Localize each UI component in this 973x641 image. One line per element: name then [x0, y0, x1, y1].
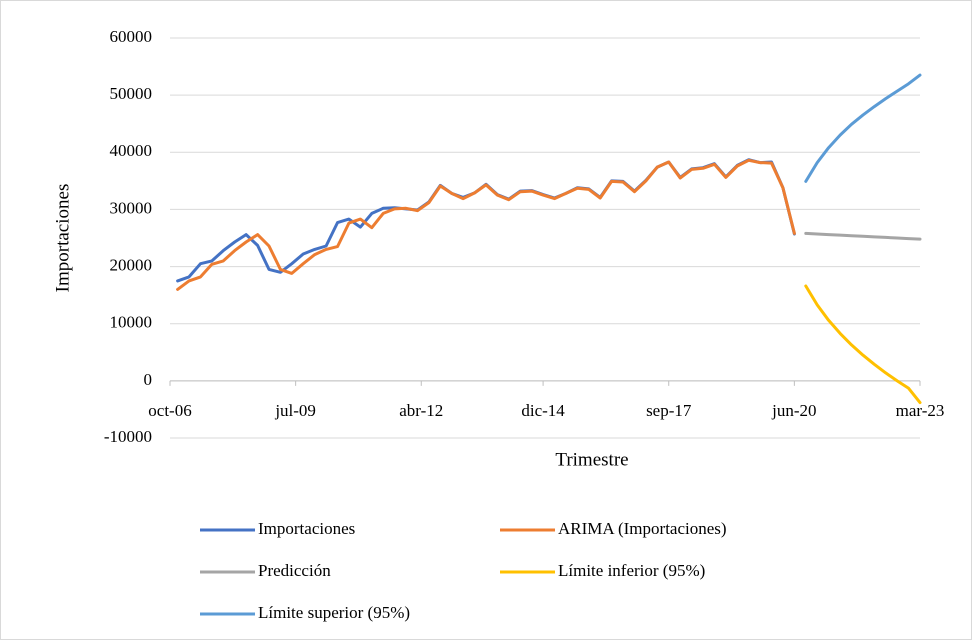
y-tick-label: -10000: [104, 427, 152, 446]
legend-label: ARIMA (Importaciones): [558, 519, 727, 538]
series-line: [804, 284, 922, 405]
x-tick-label: jun-20: [771, 401, 816, 420]
legend-label: Límite inferior (95%): [558, 561, 705, 580]
x-tick-label: oct-06: [148, 401, 191, 420]
y-tick-label: 30000: [110, 198, 153, 217]
legend-label: Importaciones: [258, 519, 355, 538]
y-tick-label: 60000: [110, 27, 153, 46]
y-tick-label: 40000: [110, 141, 153, 160]
y-tick-label: 0: [144, 370, 153, 389]
series-line: [804, 231, 922, 241]
y-axis-label: Importaciones: [52, 184, 73, 293]
y-tick-label: 50000: [110, 84, 153, 103]
y-tick-label: 20000: [110, 255, 153, 274]
x-tick-label: sep-17: [646, 401, 692, 420]
x-tick-label: abr-12: [399, 401, 443, 420]
x-tick-label: dic-14: [521, 401, 565, 420]
legend-label: Predicción: [258, 561, 331, 580]
y-tick-label: 10000: [110, 313, 153, 332]
series-line: [804, 73, 922, 183]
series-line: [176, 158, 796, 291]
x-tick-label: jul-09: [274, 401, 316, 420]
x-axis-label: Trimestre: [555, 449, 628, 470]
legend-label: Límite superior (95%): [258, 603, 410, 622]
x-tick-label: mar-23: [896, 401, 945, 420]
